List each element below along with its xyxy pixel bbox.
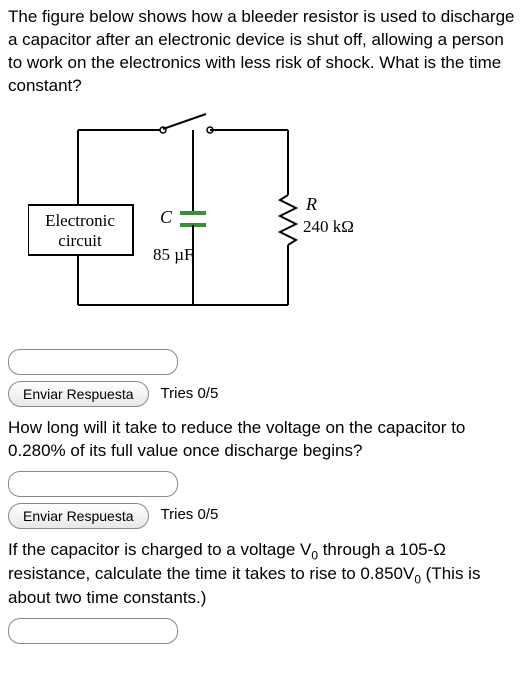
box-text-2: circuit [58, 231, 102, 250]
question-2-text: How long will it take to reduce the volt… [8, 417, 522, 463]
answer-input-1[interactable] [8, 349, 178, 375]
q3-prefix: If the capacitor is charged to a voltage… [8, 540, 311, 559]
q3-sub1: 0 [311, 548, 318, 562]
answer-input-2[interactable] [8, 471, 178, 497]
circuit-diagram: Electronic circuit C 85 µF R 240 kΩ [28, 110, 522, 337]
question-3-text: If the capacitor is charged to a voltage… [8, 539, 522, 611]
q3-sub2: 0 [414, 572, 421, 586]
tries-text-2: Tries 0/5 [161, 505, 219, 525]
submit-button-2[interactable]: Enviar Respuesta [8, 503, 149, 529]
question-1-text: The figure below shows how a bleeder res… [8, 6, 522, 98]
res-value: 240 kΩ [303, 217, 354, 236]
cap-label: C [160, 207, 173, 227]
res-label: R [305, 194, 317, 214]
cap-value: 85 µF [153, 245, 194, 264]
answer-input-3[interactable] [8, 618, 178, 644]
submit-button-1[interactable]: Enviar Respuesta [8, 381, 149, 407]
box-text-1: Electronic [45, 211, 115, 230]
tries-text-1: Tries 0/5 [161, 384, 219, 404]
